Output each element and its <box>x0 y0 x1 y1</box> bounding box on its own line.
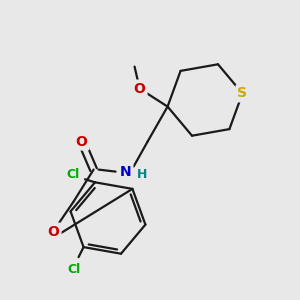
Text: O: O <box>48 225 59 238</box>
Text: H: H <box>136 168 147 181</box>
Text: N: N <box>120 165 131 178</box>
Text: S: S <box>237 86 248 100</box>
Text: O: O <box>134 82 146 96</box>
Text: O: O <box>76 135 88 148</box>
Text: Cl: Cl <box>67 262 80 276</box>
Text: Cl: Cl <box>66 168 80 181</box>
